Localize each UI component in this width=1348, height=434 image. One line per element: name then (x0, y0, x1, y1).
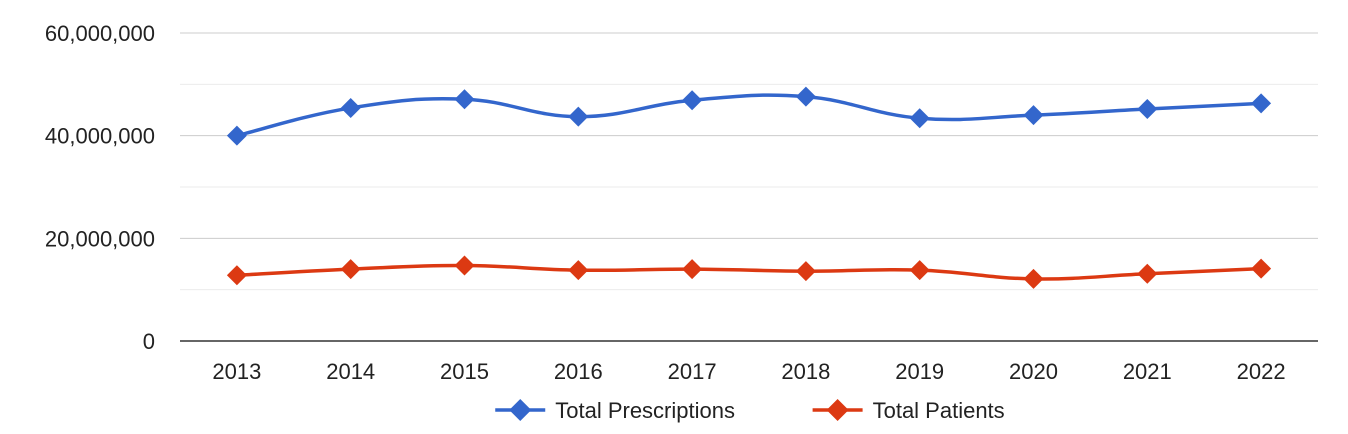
y-tick-label: 20,000,000 (45, 226, 155, 251)
data-point-marker[interactable] (454, 89, 475, 110)
data-point-marker[interactable] (1251, 258, 1272, 279)
x-tick-label: 2019 (895, 359, 944, 384)
gridlines (180, 32, 1318, 291)
data-point-marker[interactable] (340, 97, 361, 118)
x-tick-label: 2018 (781, 359, 830, 384)
series-2 (226, 255, 1272, 289)
legend-marker[interactable] (509, 399, 532, 421)
x-tick-label: 2020 (1009, 359, 1058, 384)
data-point-marker[interactable] (340, 259, 361, 280)
data-point-marker[interactable] (1137, 263, 1158, 284)
legend-item[interactable]: Total Prescriptions (495, 398, 735, 423)
x-tick-label: 2016 (554, 359, 603, 384)
x-tick-label: 2014 (326, 359, 375, 384)
x-tick-label: 2013 (212, 359, 261, 384)
data-point-marker[interactable] (909, 260, 930, 281)
series-line (236, 93, 1262, 138)
data-point-marker[interactable] (568, 260, 589, 281)
data-point-marker[interactable] (1023, 105, 1044, 126)
data-point-marker[interactable] (1023, 268, 1044, 289)
data-point-marker[interactable] (795, 86, 816, 107)
data-point-marker[interactable] (226, 265, 247, 286)
data-point-marker[interactable] (226, 125, 247, 146)
data-point-marker[interactable] (795, 261, 816, 282)
x-tick-label: 2021 (1123, 359, 1172, 384)
legend[interactable]: Total Prescriptions Total Patients (495, 398, 1005, 423)
y-tick-label: 0 (143, 329, 155, 354)
legend-item[interactable]: Total Patients (812, 398, 1005, 423)
x-tick-label: 2017 (668, 359, 717, 384)
y-tick-label: 60,000,000 (45, 21, 155, 46)
data-point-marker[interactable] (682, 90, 703, 111)
y-tick-label: 40,000,000 (45, 124, 155, 149)
y-axis-tick-labels: 0 20,000,000 40,000,000 60,000,000 (45, 21, 155, 354)
data-point-marker[interactable] (1137, 98, 1158, 119)
data-point-marker[interactable] (454, 255, 475, 276)
legend-label: Total Prescriptions (555, 398, 735, 423)
x-axis-tick-labels: 2013 2014 2015 2016 2017 2018 2019 2020 2021 2022 (212, 359, 1285, 384)
legend-label: Total Patients (873, 398, 1005, 423)
x-tick-label: 2015 (440, 359, 489, 384)
series-group (226, 86, 1272, 289)
x-tick-label: 2022 (1237, 359, 1286, 384)
data-point-marker[interactable] (909, 108, 930, 129)
series-line (236, 263, 1262, 281)
data-point-marker[interactable] (1251, 93, 1272, 114)
series-1 (226, 86, 1272, 146)
legend-marker[interactable] (826, 399, 849, 421)
data-point-marker[interactable] (682, 259, 703, 280)
data-point-marker[interactable] (568, 106, 589, 127)
